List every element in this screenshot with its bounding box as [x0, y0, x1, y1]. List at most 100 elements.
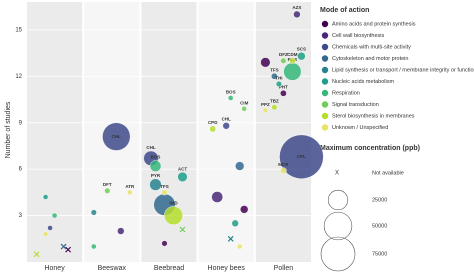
legend-label: Respiration [332, 90, 360, 96]
point [275, 81, 282, 87]
point [117, 227, 125, 235]
point [164, 206, 183, 225]
category-band [27, 2, 83, 262]
legend-swatch [321, 43, 329, 51]
point-label: ACT [178, 166, 187, 171]
point [279, 134, 324, 179]
legend-swatch [321, 78, 329, 85]
point [260, 57, 271, 68]
point [293, 10, 301, 18]
y-tick-label: 9 [19, 120, 23, 126]
point [161, 189, 168, 196]
point-label: CHL [222, 117, 231, 122]
point-unknown-size [179, 226, 186, 233]
point [177, 171, 188, 182]
category-band [198, 2, 254, 262]
size-legend-circle [320, 236, 356, 272]
point-label: TBZ [270, 99, 279, 104]
point [280, 90, 287, 97]
point-label: BOS [226, 90, 236, 95]
point [235, 161, 245, 171]
point-label: PPZ [261, 102, 270, 107]
point-label: SCS [297, 46, 306, 51]
legend-swatch [321, 124, 329, 131]
point [271, 72, 278, 80]
y-tick-label: 15 [15, 27, 22, 33]
point [51, 212, 58, 219]
point-label: CIM [240, 100, 249, 105]
point-label: ATR [125, 184, 135, 189]
point [222, 122, 230, 130]
x-tick-label: Beebread [154, 265, 184, 272]
point-label: DFT [103, 182, 112, 187]
size-legend-circle [323, 211, 353, 241]
point-unknown-size [227, 235, 234, 242]
x-tick-label: Pollen [274, 265, 294, 272]
point-label: AZX [292, 5, 301, 10]
point [283, 62, 302, 81]
legend-title: Mode of action [320, 7, 369, 14]
point [280, 57, 287, 64]
point-label: THI [275, 75, 282, 80]
point [127, 189, 133, 196]
point [231, 219, 239, 227]
legend-swatch [321, 32, 329, 39]
point [47, 225, 53, 231]
point-unknown-size [33, 251, 40, 258]
size-legend-label: 75000 [372, 251, 387, 257]
point [262, 107, 269, 114]
legend-label: Signal transduction [332, 102, 379, 108]
point [161, 240, 168, 247]
point [297, 52, 306, 61]
point [90, 209, 97, 216]
y-axis-label: Number of studies [5, 101, 12, 158]
x-tick-label: Honey bees [208, 265, 246, 272]
legend-label: Unknown / Unspecified [332, 125, 388, 131]
point [289, 57, 296, 64]
legend-swatch [321, 55, 329, 62]
legend-swatch [321, 101, 329, 108]
size-legend-label: 50000 [372, 223, 387, 229]
legend-label: Cytoskeleton and motor protein [332, 56, 408, 62]
point [149, 178, 162, 191]
point-label: CPL [297, 154, 306, 159]
point-label: CHL [146, 145, 155, 150]
point [241, 106, 247, 112]
point [271, 104, 278, 111]
point-label: PYR [151, 173, 161, 178]
legend-swatch [321, 66, 329, 74]
point [42, 231, 49, 237]
point-label: TFS [270, 67, 279, 72]
point-label: MCR [278, 162, 289, 167]
point-unknown-size [65, 246, 72, 253]
size-legend-label: 25000 [372, 197, 387, 203]
x-tick-label: Beeswax [98, 265, 127, 272]
point-label: TFS [160, 184, 169, 189]
point-label: DFZ [279, 52, 288, 57]
point-label: CDM [287, 52, 297, 57]
legend-label: Sterol biosynthesis in membranes [332, 113, 415, 119]
size-legend-title: Maximum concentration (ppb) [320, 145, 420, 152]
not-available-label: Not available [372, 170, 404, 176]
point [104, 187, 111, 194]
y-tick-label: 3 [19, 213, 23, 219]
not-available-symbol: X [335, 171, 339, 177]
legend-label: Cell wall biosynthesis [332, 33, 385, 39]
point [149, 160, 162, 172]
point [42, 194, 49, 200]
y-tick-label: 6 [19, 167, 23, 173]
point [91, 243, 97, 250]
legend-label: Nucleic acids metabolism [332, 79, 394, 85]
legend-swatch [321, 20, 329, 28]
legend-swatch [321, 112, 329, 120]
point [211, 191, 223, 203]
point [102, 122, 131, 151]
legend-label: Amino acids and protein synthesis [332, 21, 416, 27]
point-unknown-size [60, 243, 67, 250]
point [280, 167, 287, 174]
point-label: CHL [112, 134, 121, 139]
point [209, 125, 217, 133]
point-label: BOS [151, 155, 161, 160]
size-legend-circle [327, 189, 349, 211]
